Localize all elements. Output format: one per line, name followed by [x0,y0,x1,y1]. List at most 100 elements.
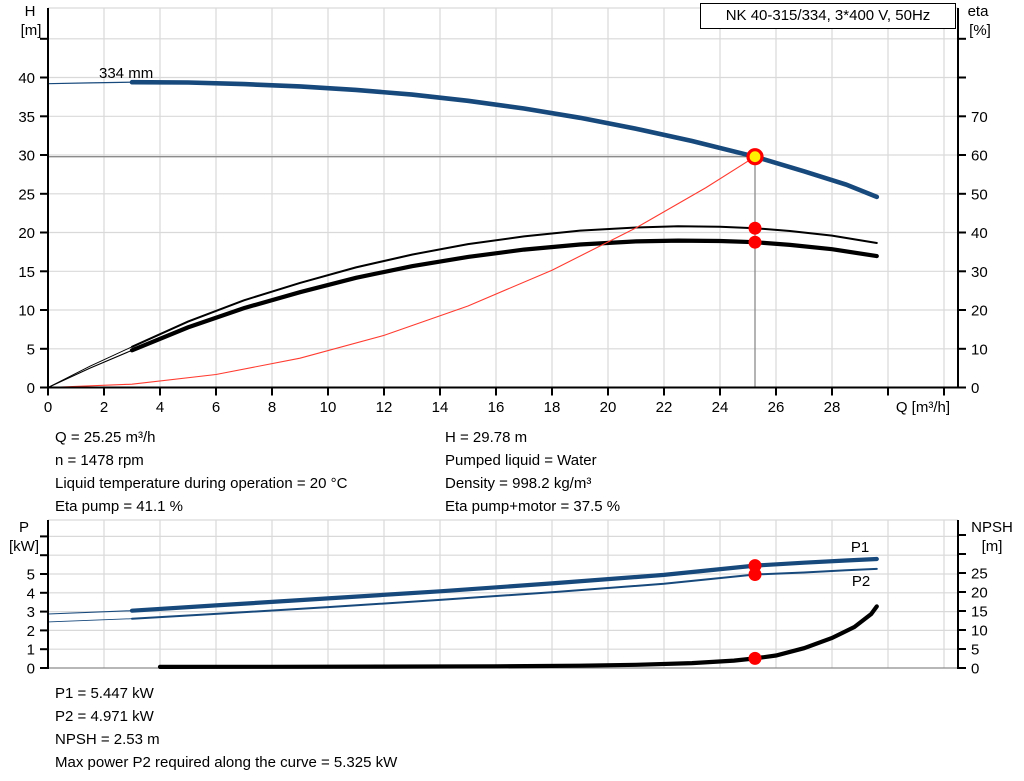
npsh-duty-dot [748,651,762,665]
eta-pump [131,225,878,348]
duty-point-marker [746,148,764,166]
tick-label: 70 [971,109,988,126]
curves [47,556,879,670]
tick-label: 2 [27,623,35,640]
system-curve [47,156,756,389]
info-line-h: H = 29.78 m [445,429,528,446]
h-axis-title: H [25,3,36,20]
tick-label: 6 [212,399,220,416]
tick-label: 30 [18,148,35,165]
tick-label: 20 [18,225,35,242]
tick-label: 1 [27,642,35,659]
duty-info-left: Q = 25.25 m³/h n = 1478 rpm Liquid tempe… [55,426,347,518]
tick-label: 30 [971,264,988,281]
eta-pump-duty-dot [748,221,762,235]
grid [48,519,958,669]
tick-label: 16 [488,399,505,416]
p1-duty-dot [748,559,762,573]
duty-info-right: H = 29.78 m Pumped liquid = Water Densit… [445,426,620,518]
tick-label: 2 [100,399,108,416]
eta-pump-motor-thin [47,349,133,388]
tick-label: 10 [971,623,988,640]
tick-label: 14 [432,399,449,416]
tick-label: 15 [18,264,35,281]
npsh-axis-unit: [m] [982,538,1003,555]
tick-label: 24 [712,399,729,416]
tick-label: 0 [44,399,52,416]
h-curve-334-mm [129,79,880,200]
info-line-density: Density = 998.2 kg/m³ [445,475,592,492]
tick-label: 10 [971,341,988,358]
tick-label: 10 [18,303,35,320]
eta-pump-motor-duty-dot [748,235,762,249]
tick-label: 35 [18,109,35,126]
tick-label: 60 [971,148,988,165]
npsh-axis-title: NPSH [971,519,1013,536]
tick-label: 25 [971,566,988,583]
impeller-diameter-label: 334 mm [99,65,153,82]
tick-label: 18 [544,399,561,416]
tick-label: 22 [656,399,673,416]
p2 [131,567,878,620]
tick-label: 10 [320,399,337,416]
h-curve-334-mm-thin [47,81,133,85]
tick-label: 0 [27,380,35,397]
npsh [157,604,879,670]
info-line-npsh: NPSH = 2.53 m [55,731,160,748]
tick-label: 28 [824,399,841,416]
info-line-maxpower: Max power P2 required along the curve = … [55,754,398,771]
eta-axis-title: eta [968,3,990,20]
tick-label: 12 [376,399,393,416]
p2-duty-dot [748,568,762,581]
tick-label: 40 [18,70,35,87]
tick-label: 25 [18,186,35,203]
p-axis-title: P [19,519,29,536]
info-line-eta-total: Eta pump+motor = 37.5 % [445,498,621,515]
tick-label: 4 [27,585,35,602]
p1 [129,556,879,613]
tick-label: 3 [27,604,35,621]
eta-axis-unit: [%] [969,22,991,39]
info-line-q: Q = 25.25 m³/h [55,429,156,446]
tick-label: 0 [27,661,35,678]
grid [48,7,958,388]
info-line-n: n = 1478 rpm [55,452,144,469]
info-line-p2: P2 = 4.971 kW [55,708,154,725]
tick-label: 5 [27,341,35,358]
info-line-temp: Liquid temperature during operation = 20… [55,475,348,492]
p1-curve-label: P1 [851,539,869,556]
tick-label: 8 [268,399,276,416]
tick-label: 0 [971,661,979,678]
p2-curve-label: P2 [852,573,870,590]
tick-label: 20 [600,399,617,416]
tick-label: 26 [768,399,785,416]
tick-label: 40 [971,225,988,242]
p2-thin [47,618,133,623]
eta-pump-motor [129,238,879,353]
duty-markers [746,148,764,249]
p-axis-unit: [kW] [9,538,39,555]
info-line-liquid: Pumped liquid = Water [445,452,597,469]
info-line-p1: P1 = 5.447 kW [55,685,154,702]
power-info: P1 = 5.447 kW P2 = 4.971 kW NPSH = 2.53 … [55,682,397,774]
tick-label: 4 [156,399,164,416]
info-line-eta-pump: Eta pump = 41.1 % [55,498,183,515]
h-axis-unit: [m] [21,22,42,39]
tick-label: 20 [971,303,988,320]
tick-label: 0 [971,380,979,397]
eta-pump-thin [47,346,133,388]
duty-markers [748,559,762,665]
p1-thin [47,610,133,615]
tick-label: 5 [971,642,979,659]
q-axis-title: Q [m³/h] [896,399,950,416]
tick-label: 50 [971,186,988,203]
pump-title-box: NK 40-315/334, 3*400 V, 50Hz [700,3,956,29]
tick-label: 20 [971,585,988,602]
tick-label: 15 [971,604,988,621]
